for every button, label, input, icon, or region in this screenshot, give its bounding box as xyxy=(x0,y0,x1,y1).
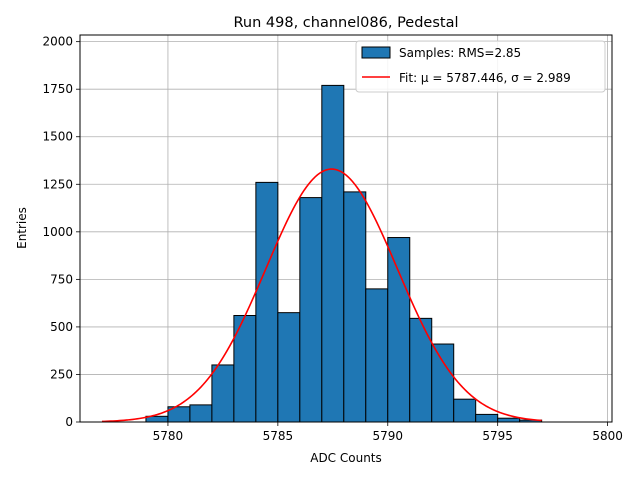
legend: Samples: RMS=2.85 Fit: μ = 5787.446, σ =… xyxy=(355,40,606,93)
x-tick-label: 5800 xyxy=(592,429,623,443)
chart-title: Run 498, channel086, Pedestal xyxy=(233,15,458,31)
x-tick-label: 5795 xyxy=(482,429,513,443)
histogram-bar xyxy=(277,312,301,423)
histogram-bar xyxy=(497,417,521,423)
histogram-bar xyxy=(299,197,323,423)
histogram-bar xyxy=(387,237,411,423)
x-tick-label: 5780 xyxy=(153,429,184,443)
plot-frame xyxy=(79,34,613,423)
y-tick-label: 1500 xyxy=(42,130,73,144)
x-axis-label: ADC Counts xyxy=(310,451,382,465)
histogram-bar xyxy=(321,84,345,423)
y-tick-label: 0 xyxy=(65,415,73,429)
fit-curve-layer xyxy=(101,168,542,423)
y-tick-label: 1750 xyxy=(42,82,73,96)
histogram-bar xyxy=(343,191,367,423)
legend-box xyxy=(355,40,606,93)
x-tick-label: 5790 xyxy=(372,429,403,443)
x-axis-ticks: 5780 5785 5790 5795 5800 xyxy=(153,422,623,443)
y-axis-label: Entries xyxy=(15,207,29,249)
y-tick-label: 250 xyxy=(50,367,73,381)
legend-histogram-label: Samples: RMS=2.85 xyxy=(399,46,521,60)
y-tick-label: 1250 xyxy=(42,177,73,191)
y-tick-label: 500 xyxy=(50,320,73,334)
histogram-bar xyxy=(189,404,213,423)
y-tick-label: 750 xyxy=(50,272,73,286)
legend-fit-label: Fit: μ = 5787.446, σ = 2.989 xyxy=(399,71,571,85)
histogram-bar xyxy=(409,317,433,423)
histogram-bar xyxy=(431,343,455,423)
legend-histogram-swatch xyxy=(361,46,391,59)
y-axis-ticks: 0 250 500 750 1000 1250 1500 1750 2000 xyxy=(42,35,80,429)
histogram-bar xyxy=(365,288,389,423)
histogram-bar xyxy=(211,364,235,423)
fit-curve xyxy=(101,168,542,423)
histogram-bar xyxy=(475,413,499,423)
histogram-bar xyxy=(453,398,477,423)
histogram-bar xyxy=(255,181,279,423)
y-tick-label: 2000 xyxy=(42,35,73,49)
x-tick-label: 5785 xyxy=(263,429,294,443)
y-tick-label: 1000 xyxy=(42,225,73,239)
